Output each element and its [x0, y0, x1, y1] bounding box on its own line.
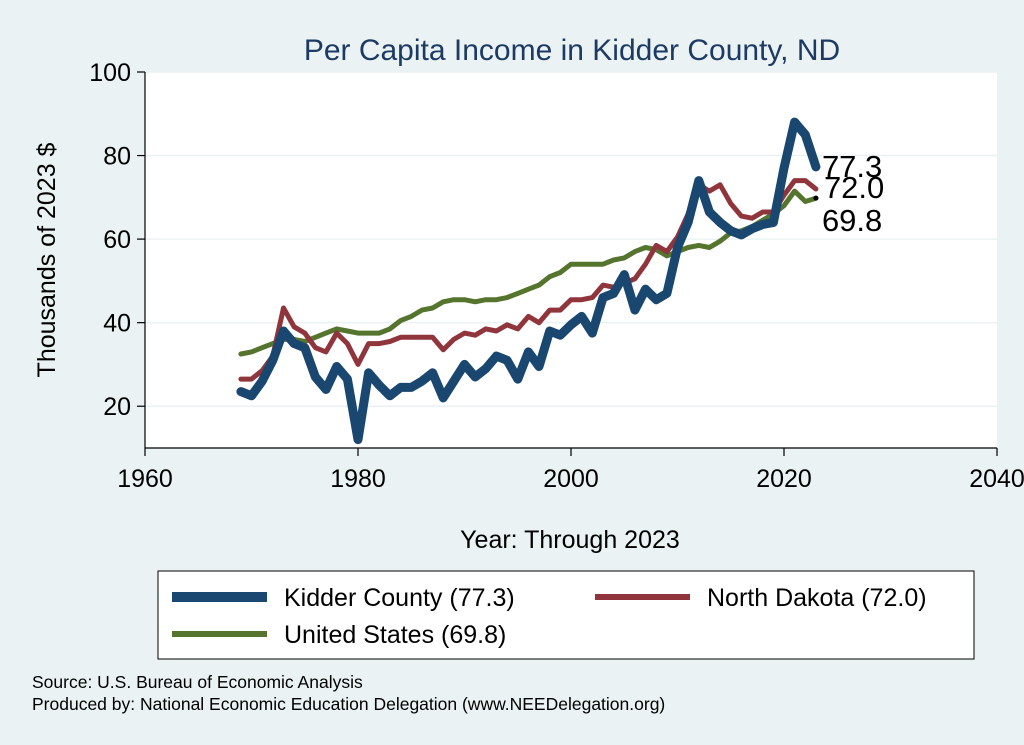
legend-label-1: North Dakota (72.0): [707, 584, 927, 612]
series-lines: [236, 117, 821, 445]
y-tick-label-60: 60: [103, 226, 131, 254]
y-tick-label-20: 20: [103, 393, 131, 421]
legend-label-2: United States (69.8): [284, 621, 506, 649]
gridlines: [145, 71, 997, 407]
end-label-2: 69.8: [822, 203, 882, 238]
producer-note: Produced by: National Economic Education…: [32, 694, 665, 714]
legend-box: [157, 570, 975, 660]
x-tick-label-1980: 1980: [330, 465, 386, 493]
end-label-1: 72.0: [824, 170, 884, 205]
y-tick-label-40: 40: [103, 310, 131, 338]
plot-area: [145, 72, 997, 448]
series-line-1: [238, 178, 819, 382]
x-tick-label-2000: 2000: [543, 465, 599, 493]
y-tick-label-80: 80: [103, 143, 131, 171]
end-label-0: 77.3: [822, 149, 882, 184]
x-axis-ticks: 1960 1980 2000 2020 2040: [117, 448, 1024, 493]
x-tick-label-2020: 2020: [756, 465, 812, 493]
y-axis-title: Thousands of 2023 $: [33, 142, 61, 377]
chart-title: Per Capita Income in Kidder County, ND: [304, 34, 840, 67]
end-labels: 77.372.069.8: [813, 149, 884, 238]
end-marker-2: [813, 195, 819, 201]
source-note: Source: U.S. Bureau of Economic Analysis: [32, 672, 363, 692]
x-axis-title: Year: Through 2023: [460, 526, 680, 554]
legend-label-0: Kidder County (77.3): [284, 584, 515, 612]
series-line-0: [236, 117, 821, 445]
y-tick-label-100: 100: [89, 59, 131, 87]
legend: Kidder County (77.3) North Dakota (72.0) U…: [157, 570, 975, 660]
x-tick-label-2040: 2040: [969, 465, 1024, 493]
y-axis-ticks: 20 40 60 80 100: [89, 59, 145, 421]
x-tick-label-1960: 1960: [117, 465, 173, 493]
series-line-2: [238, 188, 819, 357]
